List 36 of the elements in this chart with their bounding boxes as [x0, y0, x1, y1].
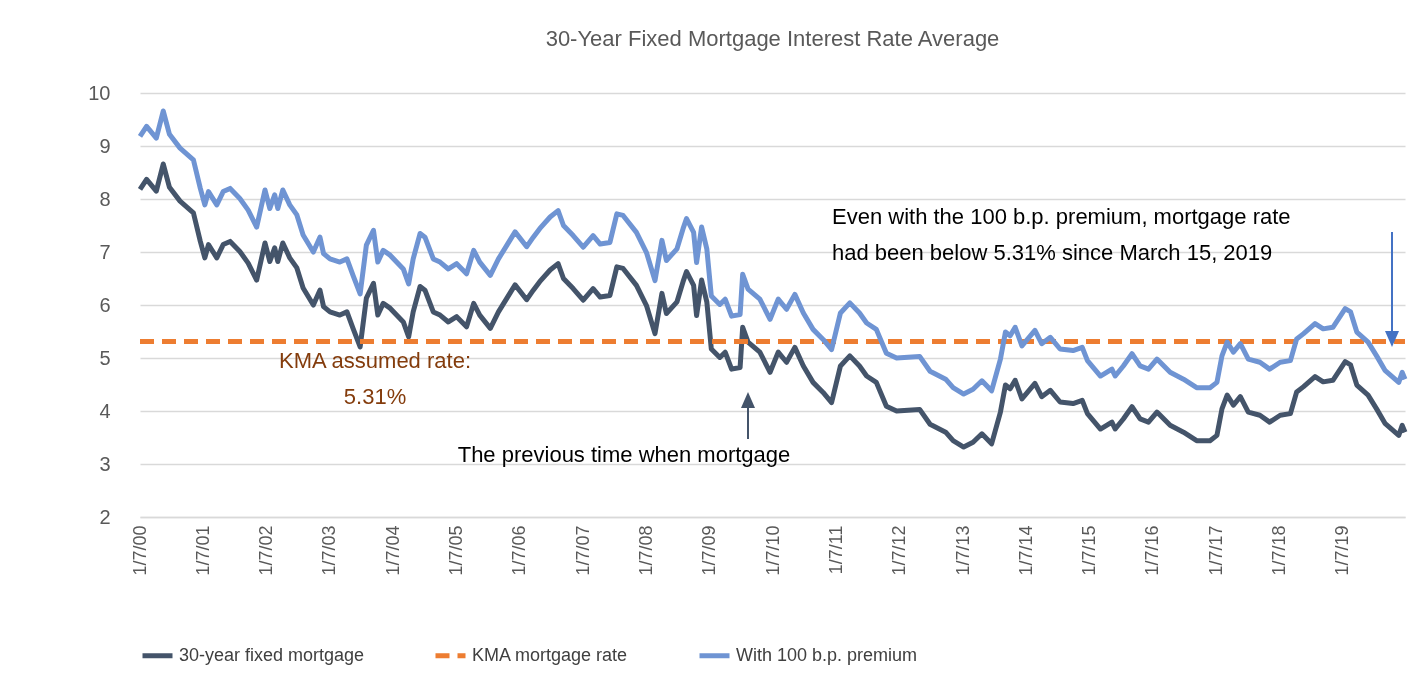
annotation: The previous time when mortgage	[457, 442, 791, 467]
y-tick-label: 10	[88, 81, 111, 104]
x-tick-label: 1/7/00	[129, 525, 150, 576]
x-tick-label: 1/7/06	[509, 525, 530, 576]
x-tick-label: 1/7/07	[572, 525, 593, 576]
x-tick-label: 1/7/17	[1205, 525, 1226, 576]
annotation: KMA assumed rate: 5.31%	[279, 348, 471, 409]
y-tick-label: 5	[99, 346, 111, 369]
x-tick-label: 1/7/09	[699, 525, 720, 576]
x-tick-label: 1/7/19	[1332, 525, 1353, 576]
annotation: Even with the 100 b.p. premium, mortgage rate had been below 5.31% since March 15, 2019	[832, 204, 1291, 265]
x-tick-label: 1/7/03	[319, 525, 340, 576]
x-tick-label: 1/7/05	[446, 525, 467, 576]
y-tick-label: 6	[99, 293, 111, 316]
chart-title: 30-Year Fixed Mortgage Interest Rate Average	[545, 26, 1000, 51]
legend-label: With 100 b.p. premium	[736, 644, 918, 665]
x-tick-label: 1/7/15	[1079, 525, 1100, 576]
y-tick-label: 8	[99, 187, 111, 210]
x-tick-label: 1/7/12	[889, 525, 910, 576]
x-tick-label: 1/7/14	[1015, 525, 1036, 576]
x-tick-label: 1/7/11	[825, 525, 846, 575]
legend-label: KMA mortgage rate	[472, 644, 628, 665]
x-tick-label: 1/7/04	[382, 525, 403, 576]
y-tick-label: 4	[99, 399, 111, 422]
x-tick-label: 1/7/02	[256, 525, 277, 576]
x-tick-label: 1/7/16	[1142, 525, 1163, 576]
y-tick-label: 3	[99, 452, 111, 475]
y-tick-label: 9	[99, 134, 111, 157]
y-tick-label: 7	[99, 240, 111, 263]
y-tick-label: 2	[99, 505, 111, 528]
x-tick-label: 1/7/18	[1269, 525, 1290, 576]
legend-label: 30-year fixed mortgage	[179, 644, 365, 665]
x-tick-label: 1/7/08	[635, 525, 656, 576]
x-tick-label: 1/7/13	[952, 525, 973, 576]
x-tick-label: 1/7/10	[762, 525, 783, 576]
x-tick-label: 1/7/01	[192, 525, 213, 576]
